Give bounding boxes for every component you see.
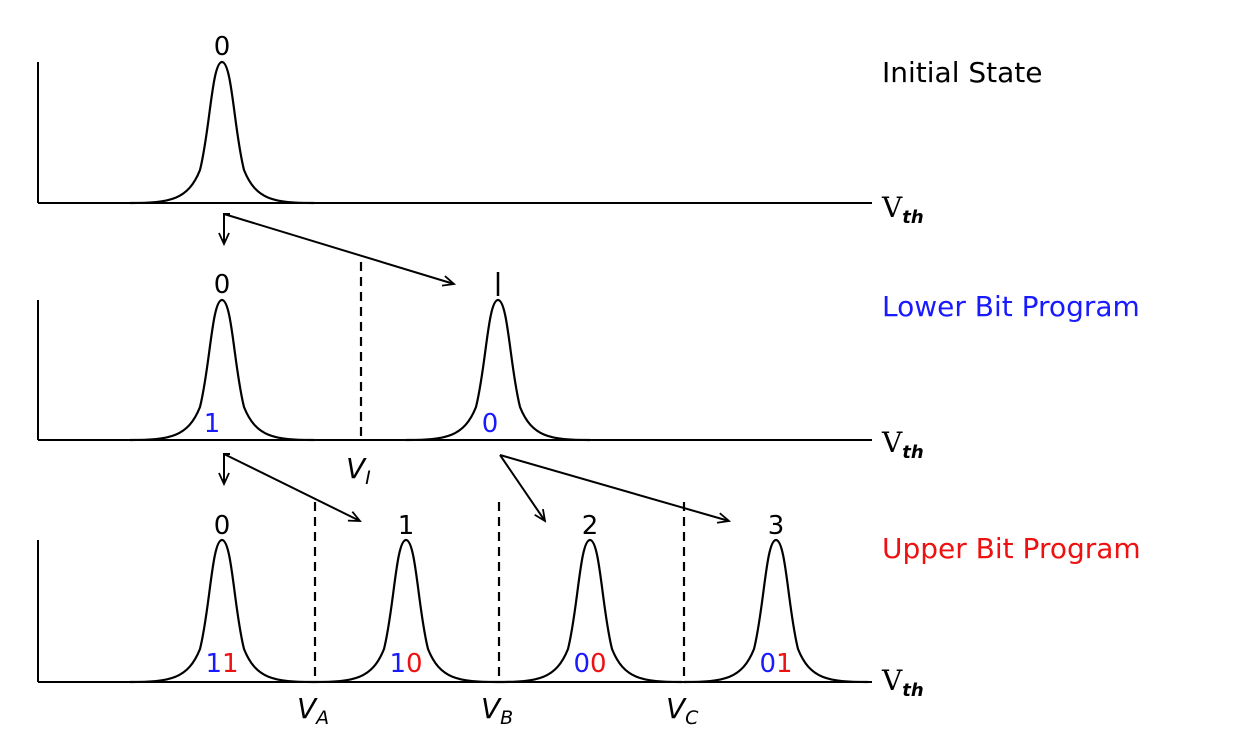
vth-axis-label: Vth bbox=[881, 664, 924, 701]
row-lower-bit-program: 0 1 0 VI Lower Bit Program Vth bbox=[37, 262, 1140, 489]
distribution-curve bbox=[129, 60, 315, 205]
distribution-curve bbox=[129, 538, 315, 684]
row-title-lower-bit-program: Lower Bit Program bbox=[882, 290, 1140, 323]
distribution-curve bbox=[405, 298, 591, 442]
arrow-stay-erased bbox=[224, 213, 230, 244]
threshold-label-va: VA bbox=[297, 692, 329, 729]
threshold-label-vc: VC bbox=[666, 692, 699, 729]
state-label-0: 0 bbox=[214, 511, 231, 541]
threshold-label-vb: VB bbox=[481, 692, 513, 729]
state-label-1: 1 bbox=[398, 511, 415, 541]
arrows-upper-program bbox=[223, 453, 729, 521]
state-label-3: 3 bbox=[768, 511, 785, 541]
arrows-lower-program bbox=[223, 213, 454, 284]
arrow-to-state-2 bbox=[499, 454, 545, 521]
row-upper-bit-program: 0 1 2 3 11 10 00 01 VA VB VC Upper Bit P… bbox=[37, 502, 1141, 729]
distribution-curve bbox=[313, 538, 499, 684]
bit-label: 11 bbox=[205, 649, 238, 679]
state-label-0: 0 bbox=[214, 32, 231, 62]
vth-axis-label: Vth bbox=[881, 426, 924, 463]
state-label-2: 2 bbox=[582, 511, 599, 541]
bit-label: 0 bbox=[482, 409, 499, 439]
row-title-upper-bit-program: Upper Bit Program bbox=[882, 532, 1141, 565]
state-label-0: 0 bbox=[214, 270, 231, 300]
distribution-curve bbox=[129, 298, 315, 442]
bit-label: 1 bbox=[204, 409, 221, 439]
threshold-label-vi: VI bbox=[346, 452, 371, 489]
arrow-stay-erased bbox=[224, 453, 230, 484]
arrow-to-programmed bbox=[223, 213, 454, 284]
bit-label: 01 bbox=[759, 649, 792, 679]
distribution-curve bbox=[497, 538, 683, 684]
row-title-initial-state: Initial State bbox=[882, 56, 1043, 89]
arrow-to-state-1 bbox=[223, 453, 360, 521]
bit-label: 00 bbox=[573, 649, 606, 679]
bit-label: 10 bbox=[389, 649, 422, 679]
arrow-to-state-3 bbox=[499, 454, 729, 521]
vth-axis-label: Vth bbox=[881, 191, 924, 228]
distribution-curve bbox=[683, 538, 869, 684]
row-initial-state: 0 Initial State Vth bbox=[37, 32, 1043, 228]
